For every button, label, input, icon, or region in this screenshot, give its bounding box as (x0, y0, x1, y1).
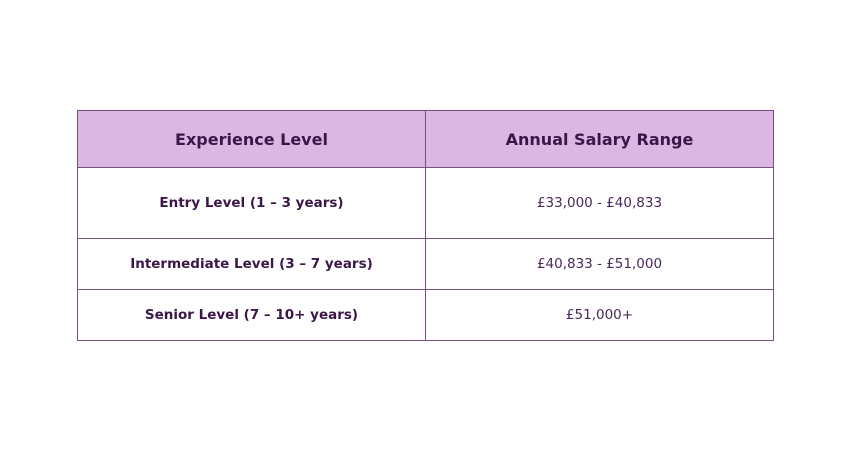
table-row: Entry Level (1 – 3 years) £33,000 - £40,… (77, 167, 774, 239)
experience-level-cell: Intermediate Level (3 – 7 years) (77, 238, 426, 290)
table-row: Senior Level (7 – 10+ years) £51,000+ (77, 289, 774, 341)
header-annual-salary-range: Annual Salary Range (425, 110, 774, 168)
table-row: Intermediate Level (3 – 7 years) £40,833… (77, 238, 774, 290)
experience-level-cell: Entry Level (1 – 3 years) (77, 167, 426, 239)
table-header-row: Experience Level Annual Salary Range (77, 110, 774, 168)
experience-level-cell: Senior Level (7 – 10+ years) (77, 289, 426, 341)
salary-range-cell: £33,000 - £40,833 (425, 167, 774, 239)
salary-table-container: Experience Level Annual Salary Range Ent… (77, 110, 774, 341)
salary-range-cell: £51,000+ (425, 289, 774, 341)
header-experience-level: Experience Level (77, 110, 426, 168)
salary-range-cell: £40,833 - £51,000 (425, 238, 774, 290)
salary-table: Experience Level Annual Salary Range Ent… (77, 110, 774, 341)
